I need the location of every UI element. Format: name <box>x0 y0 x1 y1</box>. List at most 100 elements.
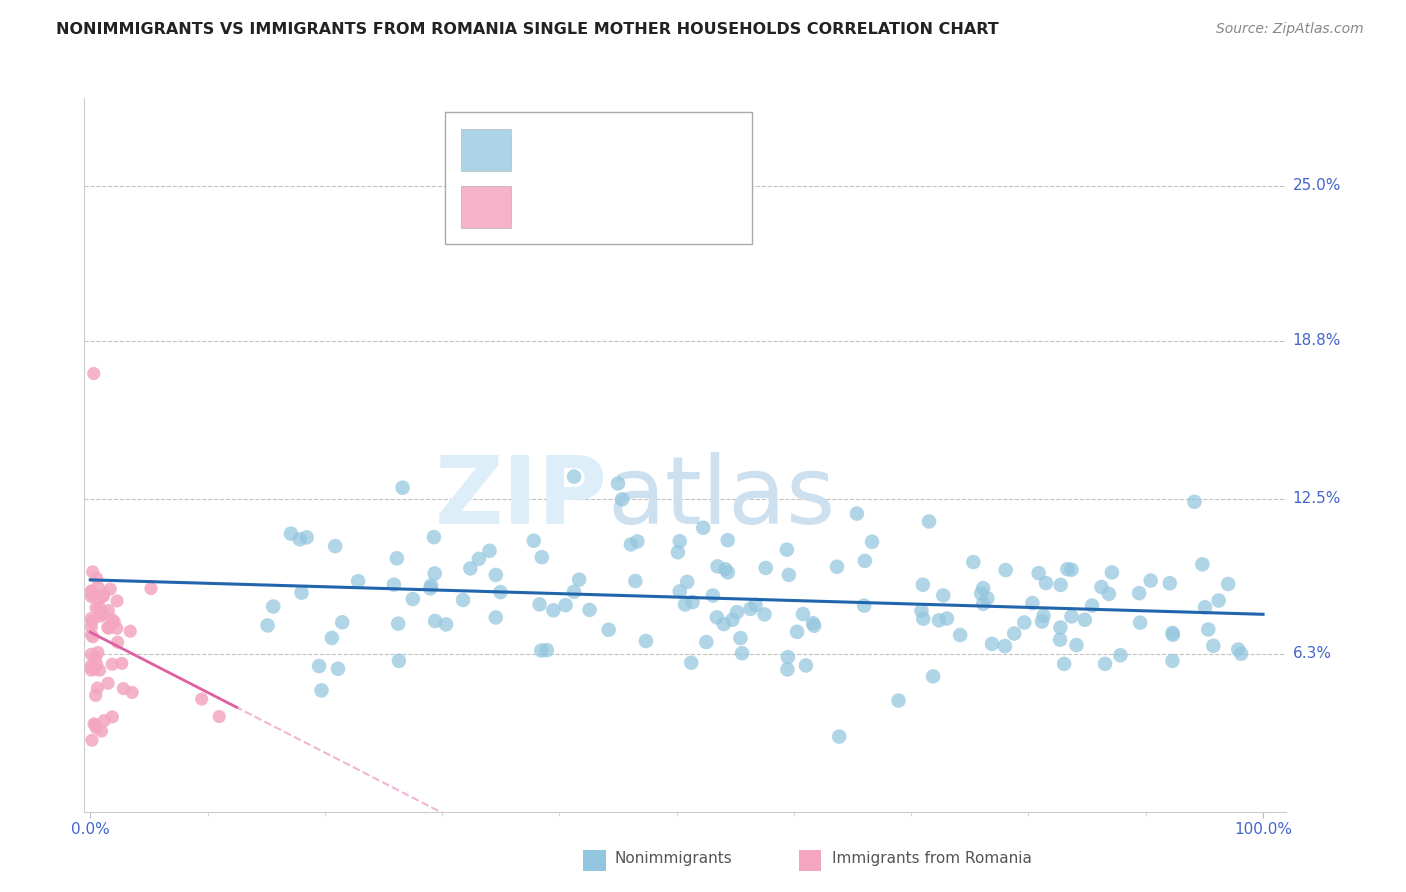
Point <box>1074 613 1097 627</box>
Point <box>84 689 107 703</box>
Point <box>451 593 474 607</box>
Point <box>1194 600 1216 615</box>
Point <box>530 643 553 657</box>
Point <box>825 559 848 574</box>
Text: 18.8%: 18.8% <box>1292 334 1341 349</box>
Point <box>730 631 752 645</box>
Point <box>89 609 111 624</box>
Point <box>423 566 446 581</box>
Point <box>754 607 776 622</box>
Point <box>105 621 128 635</box>
Point <box>80 615 103 629</box>
Point <box>280 526 302 541</box>
Point <box>1056 562 1078 576</box>
Point <box>853 554 876 568</box>
Point <box>86 681 108 695</box>
Point <box>101 613 124 627</box>
Point <box>478 543 501 558</box>
Point <box>1202 639 1225 653</box>
Point <box>530 550 553 565</box>
Point <box>80 611 103 625</box>
Point <box>725 605 748 619</box>
Point <box>120 624 142 639</box>
Point <box>80 663 103 677</box>
Point <box>391 481 413 495</box>
Point <box>562 584 585 599</box>
Point <box>80 583 103 598</box>
Point <box>1161 654 1184 668</box>
Point <box>702 589 724 603</box>
Point <box>568 573 591 587</box>
Point <box>1161 628 1184 642</box>
Point <box>910 604 932 618</box>
Point <box>80 647 103 661</box>
Point <box>634 634 657 648</box>
Point <box>91 589 114 603</box>
Point <box>776 650 799 665</box>
Point <box>717 566 740 580</box>
Point <box>382 577 405 591</box>
Point <box>1139 574 1161 588</box>
Point <box>97 620 120 634</box>
Point <box>190 692 212 706</box>
Point <box>83 367 105 381</box>
Point <box>91 607 114 622</box>
Point <box>105 594 128 608</box>
Point <box>918 515 941 529</box>
Point <box>692 521 714 535</box>
Point <box>949 628 972 642</box>
Point <box>887 693 910 707</box>
Point <box>744 598 766 612</box>
Point <box>82 565 104 579</box>
Point <box>695 635 717 649</box>
Point <box>1049 632 1071 647</box>
Point <box>676 574 699 589</box>
Point <box>80 733 103 747</box>
Point <box>89 600 111 615</box>
Point <box>86 571 108 585</box>
Point <box>1049 578 1071 592</box>
Point <box>681 656 703 670</box>
Point <box>972 597 994 611</box>
Point <box>962 555 984 569</box>
Point <box>706 559 728 574</box>
Point <box>1049 620 1071 634</box>
Point <box>1098 587 1121 601</box>
Point <box>928 613 950 627</box>
Point <box>673 598 696 612</box>
Point <box>468 552 491 566</box>
Point <box>740 602 762 616</box>
Point <box>419 582 441 596</box>
Point <box>922 669 945 683</box>
Point <box>87 581 110 595</box>
Point <box>80 590 103 604</box>
Text: R = -0.234   N =  57: R = -0.234 N = 57 <box>523 198 692 216</box>
Point <box>1129 615 1152 630</box>
Point <box>290 585 312 599</box>
Point <box>208 709 231 723</box>
Point <box>121 685 143 699</box>
Point <box>82 588 104 602</box>
Point <box>1197 623 1219 637</box>
Point <box>460 561 482 575</box>
Point <box>80 584 103 599</box>
Point <box>97 603 120 617</box>
Point <box>80 628 103 642</box>
Point <box>90 724 112 739</box>
Point <box>388 654 411 668</box>
Point <box>111 657 134 671</box>
Point <box>860 534 883 549</box>
Point <box>543 603 565 617</box>
Point <box>994 639 1017 653</box>
Point <box>776 542 799 557</box>
Point <box>93 588 115 602</box>
Point <box>262 599 284 614</box>
Point <box>87 646 110 660</box>
Text: 12.5%: 12.5% <box>1292 491 1341 507</box>
Point <box>607 476 630 491</box>
Point <box>321 631 343 645</box>
Text: ZIP: ZIP <box>434 451 607 544</box>
Point <box>523 533 546 548</box>
Text: NONIMMIGRANTS VS IMMIGRANTS FROM ROMANIA SINGLE MOTHER HOUSEHOLDS CORRELATION CH: NONIMMIGRANTS VS IMMIGRANTS FROM ROMANIA… <box>56 22 1000 37</box>
Point <box>83 717 105 731</box>
